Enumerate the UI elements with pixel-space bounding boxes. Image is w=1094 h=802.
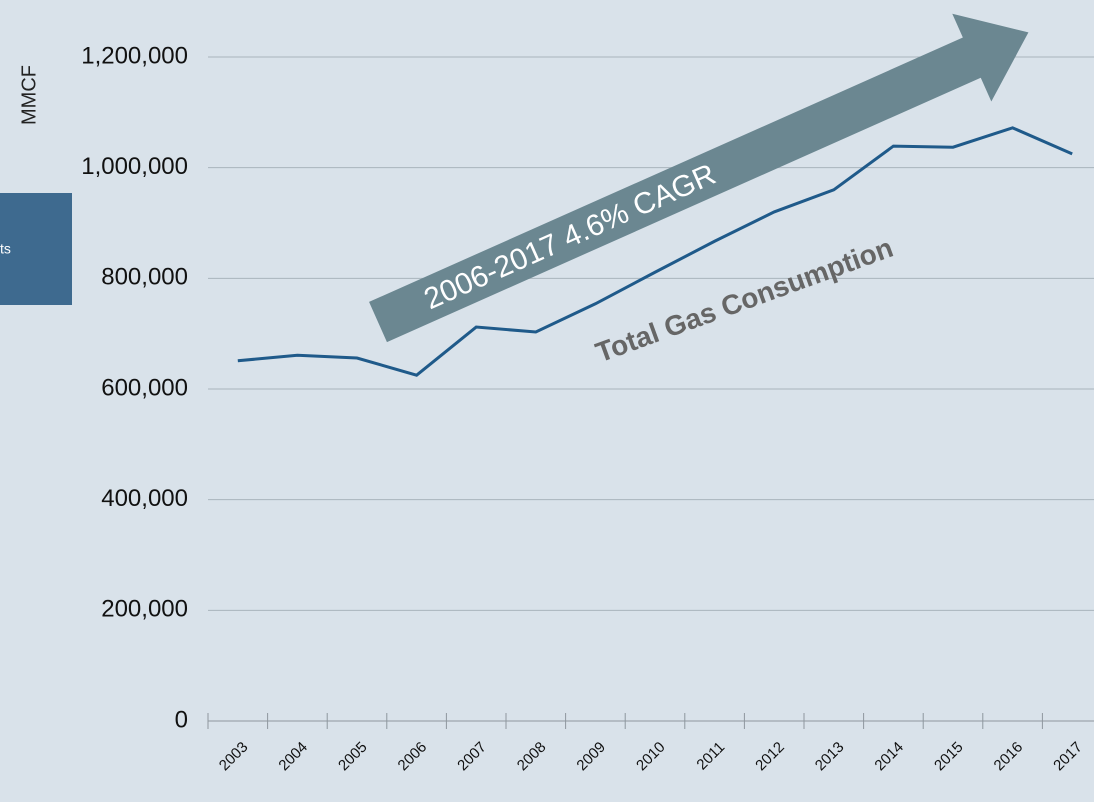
y-tick-label: 400,000 <box>101 485 188 512</box>
series-line <box>237 126 1073 377</box>
side-box <box>0 193 72 305</box>
arrow-shape <box>369 13 1029 343</box>
y-tick-label: 200,000 <box>101 596 188 623</box>
y-tick-label: 800,000 <box>101 264 188 291</box>
y-tick-label: 1,000,000 <box>81 153 188 180</box>
y-tick-label: 600,000 <box>101 374 188 401</box>
side-label: ts <box>0 241 11 257</box>
y-axis-label: MMCF <box>18 65 40 125</box>
y-tick-label: 0 <box>175 706 188 733</box>
y-tick-label: 1,200,000 <box>81 42 188 69</box>
